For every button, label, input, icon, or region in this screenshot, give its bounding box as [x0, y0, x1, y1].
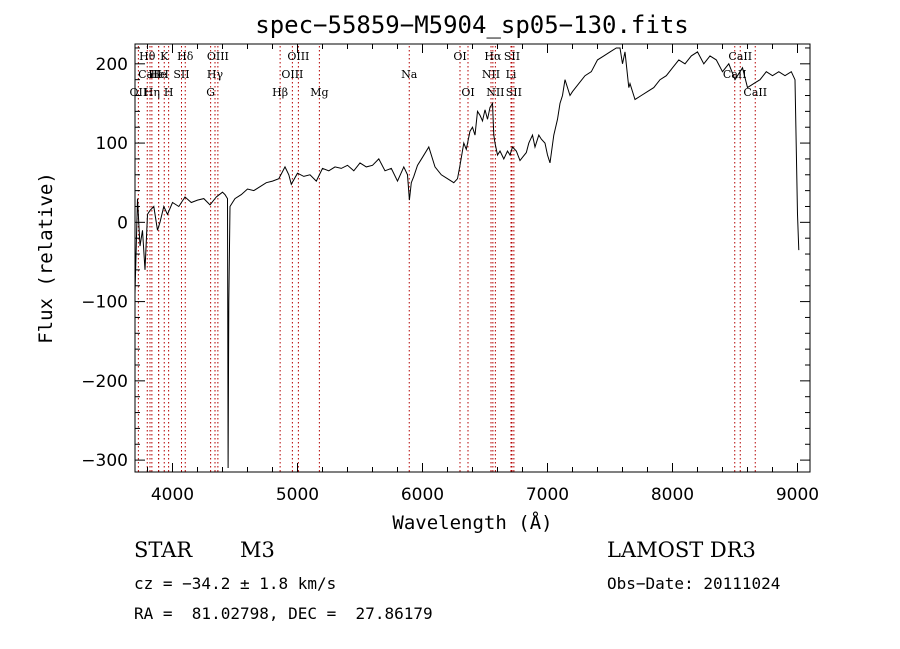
y-tick-label: −100: [81, 293, 128, 313]
line-marker-label: OII: [130, 86, 148, 99]
x-axis-label: Wavelength (Å): [392, 511, 552, 534]
line-marker-label: Na: [401, 68, 418, 81]
y-tick-label: −200: [81, 372, 128, 392]
line-marker-label: H: [164, 86, 174, 99]
line-marker-label: G: [206, 86, 215, 99]
x-tick-label: 6000: [401, 485, 444, 505]
chart-title: spec−55859−M5904_sp05−130.fits: [255, 11, 688, 39]
line-marker-label: OIII: [207, 50, 229, 63]
y-tick-label: 0: [117, 213, 128, 233]
line-marker-label: NII: [482, 68, 500, 81]
line-marker-label: NII: [486, 86, 504, 99]
line-marker-label: CaII: [138, 68, 162, 81]
redshift-cz: cz = −34.2 ± 1.8 km/s: [134, 574, 337, 593]
line-marker-label: OIII: [287, 50, 309, 63]
line-marker-label: OI: [461, 86, 474, 99]
line-marker-label: HeI: [148, 68, 168, 81]
x-tick-label: 5000: [276, 485, 319, 505]
object-class: STAR: [134, 538, 193, 562]
y-tick-label: 100: [96, 134, 128, 154]
y-tick-label: −300: [81, 451, 128, 471]
spectrum-line: [134, 47, 800, 469]
line-marker-label: Hη: [144, 86, 160, 99]
line-marker-label: CaII: [743, 86, 767, 99]
y-axis-label: Flux (relative): [35, 172, 57, 344]
line-marker-label: He: [151, 68, 167, 81]
survey-name: LAMOST DR3: [607, 538, 756, 562]
line-marker-label: SII: [504, 50, 520, 63]
line-marker-label: Hβ: [272, 86, 288, 99]
object-subclass: M3: [240, 538, 275, 562]
x-tick-label: 9000: [776, 485, 819, 505]
line-marker-label: CaII: [723, 68, 747, 81]
line-marker-label: OI: [453, 50, 466, 63]
line-marker-label: Hγ: [207, 68, 224, 81]
x-tick-label: 4000: [151, 485, 194, 505]
y-tick-label: 200: [96, 55, 128, 75]
x-tick-label: 8000: [651, 485, 694, 505]
line-marker-label: SII: [173, 68, 189, 81]
line-marker-label: OIII: [281, 68, 303, 81]
line-marker-label: SII: [506, 86, 522, 99]
line-marker-label: Hα: [484, 50, 502, 63]
plot-frame: [134, 43, 811, 473]
line-marker-label: K: [160, 50, 169, 63]
ra-dec-coordinates: RA = 81.02798, DEC = 27.86179: [134, 604, 433, 623]
observation-date: Obs−Date: 20111024: [607, 574, 781, 593]
line-marker-label: Li: [506, 68, 517, 81]
x-tick-label: 7000: [526, 485, 569, 505]
line-marker-label: Hδ: [177, 50, 194, 63]
line-marker-label: CaII: [728, 50, 752, 63]
line-marker-label: Mg: [310, 86, 328, 99]
line-marker-label: Hθ: [139, 50, 156, 63]
